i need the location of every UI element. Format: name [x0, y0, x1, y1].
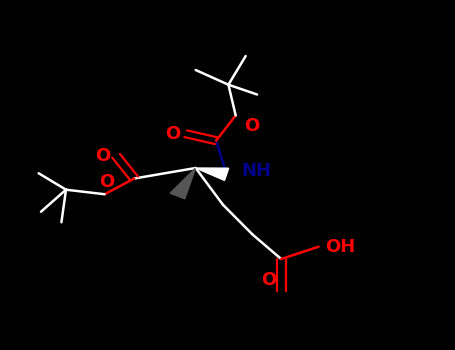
Text: O: O [99, 173, 115, 191]
Text: NH: NH [241, 162, 271, 181]
Polygon shape [170, 168, 196, 199]
Text: OH: OH [325, 238, 355, 256]
Text: O: O [244, 117, 259, 135]
Polygon shape [196, 168, 229, 180]
Text: O: O [165, 125, 180, 143]
Text: O: O [95, 147, 111, 165]
Text: O: O [261, 272, 277, 289]
